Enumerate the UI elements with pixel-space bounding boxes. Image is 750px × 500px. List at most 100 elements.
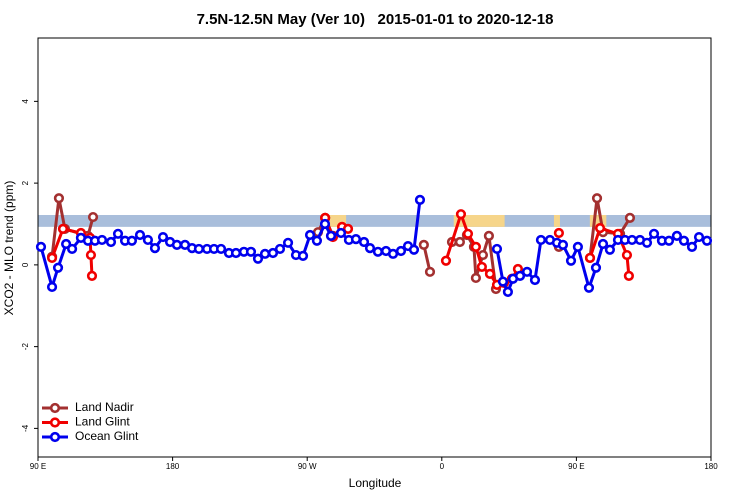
data-point bbox=[134, 229, 146, 241]
data-point bbox=[46, 281, 58, 293]
data-point bbox=[557, 239, 569, 250]
x-tick-label: 90 E bbox=[30, 462, 46, 471]
data-point bbox=[663, 235, 675, 246]
data-point bbox=[52, 262, 64, 273]
data-point bbox=[87, 211, 99, 223]
data-point bbox=[462, 228, 474, 239]
data-point bbox=[171, 239, 183, 250]
data-point bbox=[259, 248, 271, 259]
band-highlight bbox=[325, 215, 347, 227]
data-point bbox=[408, 244, 420, 255]
data-point bbox=[624, 212, 636, 223]
legend-marker bbox=[49, 431, 61, 443]
data-point bbox=[311, 235, 323, 246]
data-point bbox=[395, 245, 407, 257]
data-point bbox=[476, 261, 487, 273]
data-point bbox=[470, 241, 481, 252]
data-point bbox=[96, 234, 108, 246]
data-point bbox=[553, 227, 565, 239]
data-point bbox=[626, 234, 638, 246]
band-highlight bbox=[589, 215, 607, 227]
data-point bbox=[157, 231, 169, 243]
data-point bbox=[142, 234, 154, 246]
data-point bbox=[252, 253, 264, 264]
data-point bbox=[648, 228, 660, 239]
data-point bbox=[304, 229, 316, 241]
data-point bbox=[85, 249, 97, 261]
data-point bbox=[350, 234, 362, 245]
data-point bbox=[440, 255, 452, 266]
data-point bbox=[455, 209, 467, 220]
data-point bbox=[497, 276, 509, 287]
data-point bbox=[514, 270, 526, 282]
data-point bbox=[149, 243, 161, 254]
data-point bbox=[35, 241, 47, 252]
legend-label: Ocean Glint bbox=[75, 429, 139, 443]
data-point bbox=[342, 223, 354, 235]
data-point bbox=[521, 266, 533, 277]
data-point bbox=[245, 246, 257, 257]
data-point bbox=[484, 268, 496, 279]
data-point bbox=[641, 237, 653, 248]
data-point bbox=[414, 194, 426, 205]
data-point bbox=[274, 243, 286, 255]
x-tick-label: 90 E bbox=[568, 462, 584, 471]
x-tick-label: 0 bbox=[440, 462, 445, 471]
data-point bbox=[591, 193, 603, 204]
data-point bbox=[126, 235, 138, 246]
x-tick-label: 180 bbox=[704, 462, 718, 471]
legend-marker bbox=[49, 402, 61, 414]
data-point bbox=[529, 274, 541, 286]
data-point bbox=[319, 218, 331, 230]
x-axis-label: Longitude bbox=[349, 476, 402, 490]
legend-label: Land Nadir bbox=[75, 400, 134, 414]
data-point bbox=[358, 236, 370, 248]
data-point bbox=[53, 193, 65, 204]
data-point bbox=[424, 266, 436, 277]
data-point bbox=[112, 228, 124, 239]
y-axis-label: XCO2 - MLO trend (ppm) bbox=[2, 181, 16, 316]
x-tick-label: 90 W bbox=[298, 462, 317, 471]
data-point bbox=[66, 243, 78, 255]
data-point bbox=[46, 252, 58, 264]
data-point bbox=[335, 227, 347, 239]
chart-title: 7.5N-12.5N May (Ver 10) 2015-01-01 to 20… bbox=[197, 11, 554, 28]
data-point bbox=[230, 247, 242, 259]
y-tick-label: 4 bbox=[21, 99, 30, 104]
data-point bbox=[282, 237, 294, 248]
data-point bbox=[470, 272, 481, 284]
data-point bbox=[372, 246, 384, 257]
data-point bbox=[193, 243, 205, 255]
data-point bbox=[535, 234, 547, 246]
reference-band bbox=[38, 215, 711, 227]
y-tick-label: -4 bbox=[21, 424, 30, 432]
data-point bbox=[693, 231, 705, 243]
band-highlight bbox=[453, 215, 505, 227]
data-point bbox=[565, 255, 577, 266]
data-point bbox=[267, 247, 279, 259]
data-point bbox=[597, 238, 609, 250]
data-point bbox=[418, 239, 429, 250]
data-point bbox=[215, 243, 227, 255]
data-point bbox=[483, 230, 495, 241]
data-point bbox=[105, 236, 117, 248]
y-tick-label: 0 bbox=[21, 262, 30, 267]
data-point bbox=[454, 236, 465, 248]
data-point bbox=[701, 235, 713, 246]
data-point bbox=[57, 223, 69, 235]
data-point bbox=[325, 230, 337, 241]
band-highlight bbox=[553, 215, 560, 227]
data-point bbox=[502, 286, 514, 297]
data-point bbox=[678, 235, 690, 246]
data-point bbox=[623, 270, 634, 282]
y-tick-label: -2 bbox=[21, 343, 30, 351]
y-tick-label: 2 bbox=[21, 180, 30, 185]
data-point bbox=[572, 241, 583, 252]
data-point bbox=[686, 241, 698, 252]
data-point bbox=[491, 243, 503, 255]
data-point bbox=[590, 262, 602, 273]
data-point bbox=[584, 252, 596, 264]
data-point bbox=[364, 243, 376, 254]
data-point bbox=[86, 270, 98, 282]
